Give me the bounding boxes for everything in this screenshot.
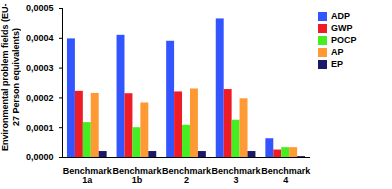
- svg-text:Benchmark4: Benchmark4: [261, 166, 311, 185]
- svg-text:Benchmark2: Benchmark2: [162, 166, 212, 185]
- html-text:AP: AP: [331, 47, 344, 57]
- svg-text:0,0002: 0,0002: [26, 93, 54, 103]
- html-text:Environmental problem fields (: Environmental problem fields (EU-27 Pers…: [0, 3, 21, 151]
- svg-text:0,0004: 0,0004: [26, 33, 54, 43]
- html-text:GWP: GWP: [331, 23, 353, 33]
- html-text:EP: EP: [331, 59, 343, 69]
- svg-text:0,0000: 0,0000: [26, 152, 54, 162]
- html-text:POCP: POCP: [331, 35, 357, 45]
- html-text:ADP: ADP: [331, 11, 350, 21]
- svg-text:0,0003: 0,0003: [26, 63, 54, 73]
- svg-text:Benchmark1b: Benchmark1b: [112, 166, 162, 185]
- svg-text:Benchmark3: Benchmark3: [212, 166, 262, 185]
- svg-text:Benchmark1a: Benchmark1a: [63, 166, 113, 185]
- svg-text:0,0005: 0,0005: [26, 3, 54, 13]
- svg-text:0,0001: 0,0001: [26, 123, 54, 133]
